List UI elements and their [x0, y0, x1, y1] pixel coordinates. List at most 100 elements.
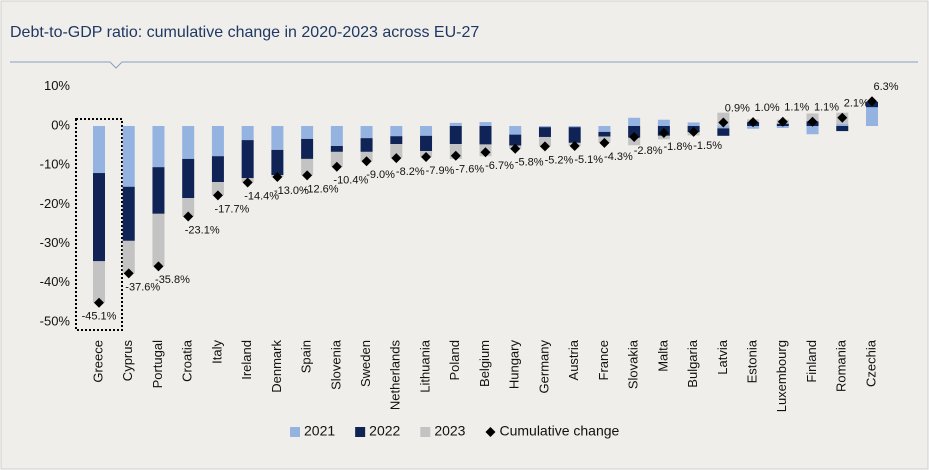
- bar-segment: [152, 126, 165, 168]
- x-tick-label: Bulgaria: [685, 339, 700, 387]
- bar-segment: [182, 158, 195, 199]
- value-label: -2.8%: [634, 145, 663, 157]
- value-label: -7.9%: [426, 165, 455, 177]
- cumulative-marker: [94, 297, 104, 308]
- bar-segment: [509, 126, 522, 135]
- bar-segment: [360, 126, 373, 139]
- x-tick-label: Finland: [804, 340, 819, 383]
- x-tick-label: Spain: [299, 340, 314, 373]
- legend-label: Cumulative change: [499, 423, 619, 439]
- cumulative-marker: [510, 143, 521, 154]
- bar-segment: [747, 126, 760, 129]
- y-tick-label: -50%: [40, 313, 71, 328]
- x-tick-label: Slovenia: [328, 339, 343, 390]
- x-tick-label: Netherlands: [388, 340, 403, 411]
- y-tick-label: -10%: [40, 157, 71, 172]
- value-label: -1.8%: [664, 141, 693, 153]
- bar-segment: [301, 126, 314, 139]
- bar-segment: [122, 126, 135, 187]
- bar-segment: [628, 117, 641, 126]
- x-tick-label: Slovakia: [626, 339, 641, 389]
- x-tick-label: Ireland: [239, 340, 254, 380]
- cumulative-marker: [391, 153, 402, 164]
- value-label: 6.3%: [873, 81, 898, 93]
- bar-segment: [598, 126, 611, 132]
- cumulative-marker: [688, 126, 699, 137]
- cumulative-marker: [361, 156, 372, 167]
- cumulative-marker: [331, 161, 342, 172]
- legend-label: 2023: [434, 423, 465, 439]
- legend-swatch: [485, 427, 496, 437]
- value-label: -12.6%: [304, 183, 339, 195]
- y-tick-label: -20%: [40, 196, 71, 211]
- x-tick-label: Luxembourg: [774, 340, 789, 412]
- legend-swatch: [355, 427, 366, 437]
- cumulative-marker: [450, 150, 461, 161]
- x-tick-label: Lithuania: [417, 339, 432, 393]
- y-tick-label: 10%: [44, 78, 70, 93]
- y-tick-label: -40%: [40, 274, 71, 289]
- bar-segment: [449, 126, 462, 145]
- bar-segment: [93, 126, 105, 174]
- bar-segment: [390, 136, 403, 145]
- cumulative-marker: [807, 116, 818, 127]
- bar-segment: [866, 107, 878, 126]
- bar-segment: [241, 140, 254, 179]
- value-label: -4.3%: [604, 151, 633, 163]
- cumulative-marker: [539, 141, 550, 152]
- y-tick-label: -30%: [40, 235, 71, 250]
- bar-segment: [182, 198, 195, 217]
- x-tick-label: Romania: [834, 339, 849, 392]
- bar-segment: [806, 126, 819, 135]
- legend-swatch: [290, 427, 300, 437]
- chart-title: Debt-to-GDP ratio: cumulative change in …: [10, 24, 479, 41]
- x-tick-label: Belgium: [477, 340, 492, 387]
- x-tick-label: Malta: [655, 339, 670, 372]
- value-label: -6.7%: [485, 160, 514, 172]
- bar-segment: [122, 240, 135, 274]
- value-label: -13.0%: [274, 185, 309, 197]
- bar-segment: [479, 126, 492, 145]
- cumulative-marker: [212, 190, 223, 201]
- x-tick-label: Austria: [566, 339, 581, 380]
- bar-segment: [390, 144, 403, 159]
- cumulative-marker: [480, 147, 491, 158]
- cumulative-marker: [153, 261, 164, 272]
- bar-segment: [330, 126, 343, 146]
- value-label: -37.6%: [125, 281, 160, 293]
- value-label: -5.1%: [574, 154, 603, 166]
- value-label: -8.2%: [396, 166, 425, 178]
- cumulative-marker: [242, 177, 253, 188]
- x-tick-label: Sweden: [358, 340, 373, 387]
- bar-segment: [271, 149, 284, 175]
- cumulative-marker: [777, 116, 788, 127]
- x-tick-label: Hungary: [507, 340, 522, 390]
- bar-segment: [687, 122, 700, 126]
- legend-label: 2022: [369, 423, 400, 439]
- value-label: -14.4%: [244, 190, 279, 202]
- x-tick-label: Cyprus: [120, 340, 135, 382]
- x-tick-label: Portugal: [150, 340, 165, 389]
- bar-segment: [568, 126, 581, 128]
- x-tick-label: France: [596, 340, 611, 380]
- bar-segment: [211, 126, 224, 157]
- x-tick-label: Czechia: [863, 339, 878, 387]
- bar-segment: [211, 156, 224, 183]
- value-label: -5.2%: [545, 154, 574, 166]
- x-tick-label: Italy: [209, 340, 224, 364]
- value-label: -35.8%: [155, 274, 190, 286]
- bar-segment: [241, 126, 254, 141]
- bar-segment: [122, 186, 135, 241]
- cumulative-marker: [123, 268, 134, 279]
- value-label: -9.0%: [366, 169, 395, 181]
- bar-segment: [776, 126, 789, 128]
- value-label: -5.8%: [515, 157, 544, 169]
- cumulative-marker: [421, 151, 432, 162]
- cumulative-marker: [599, 137, 610, 148]
- x-tick-label: Denmark: [269, 340, 284, 393]
- bar-segment: [301, 138, 314, 159]
- cumulative-marker: [183, 211, 194, 222]
- legend-swatch: [420, 427, 431, 437]
- x-tick-label: Poland: [447, 340, 462, 380]
- title-rule: [10, 61, 918, 69]
